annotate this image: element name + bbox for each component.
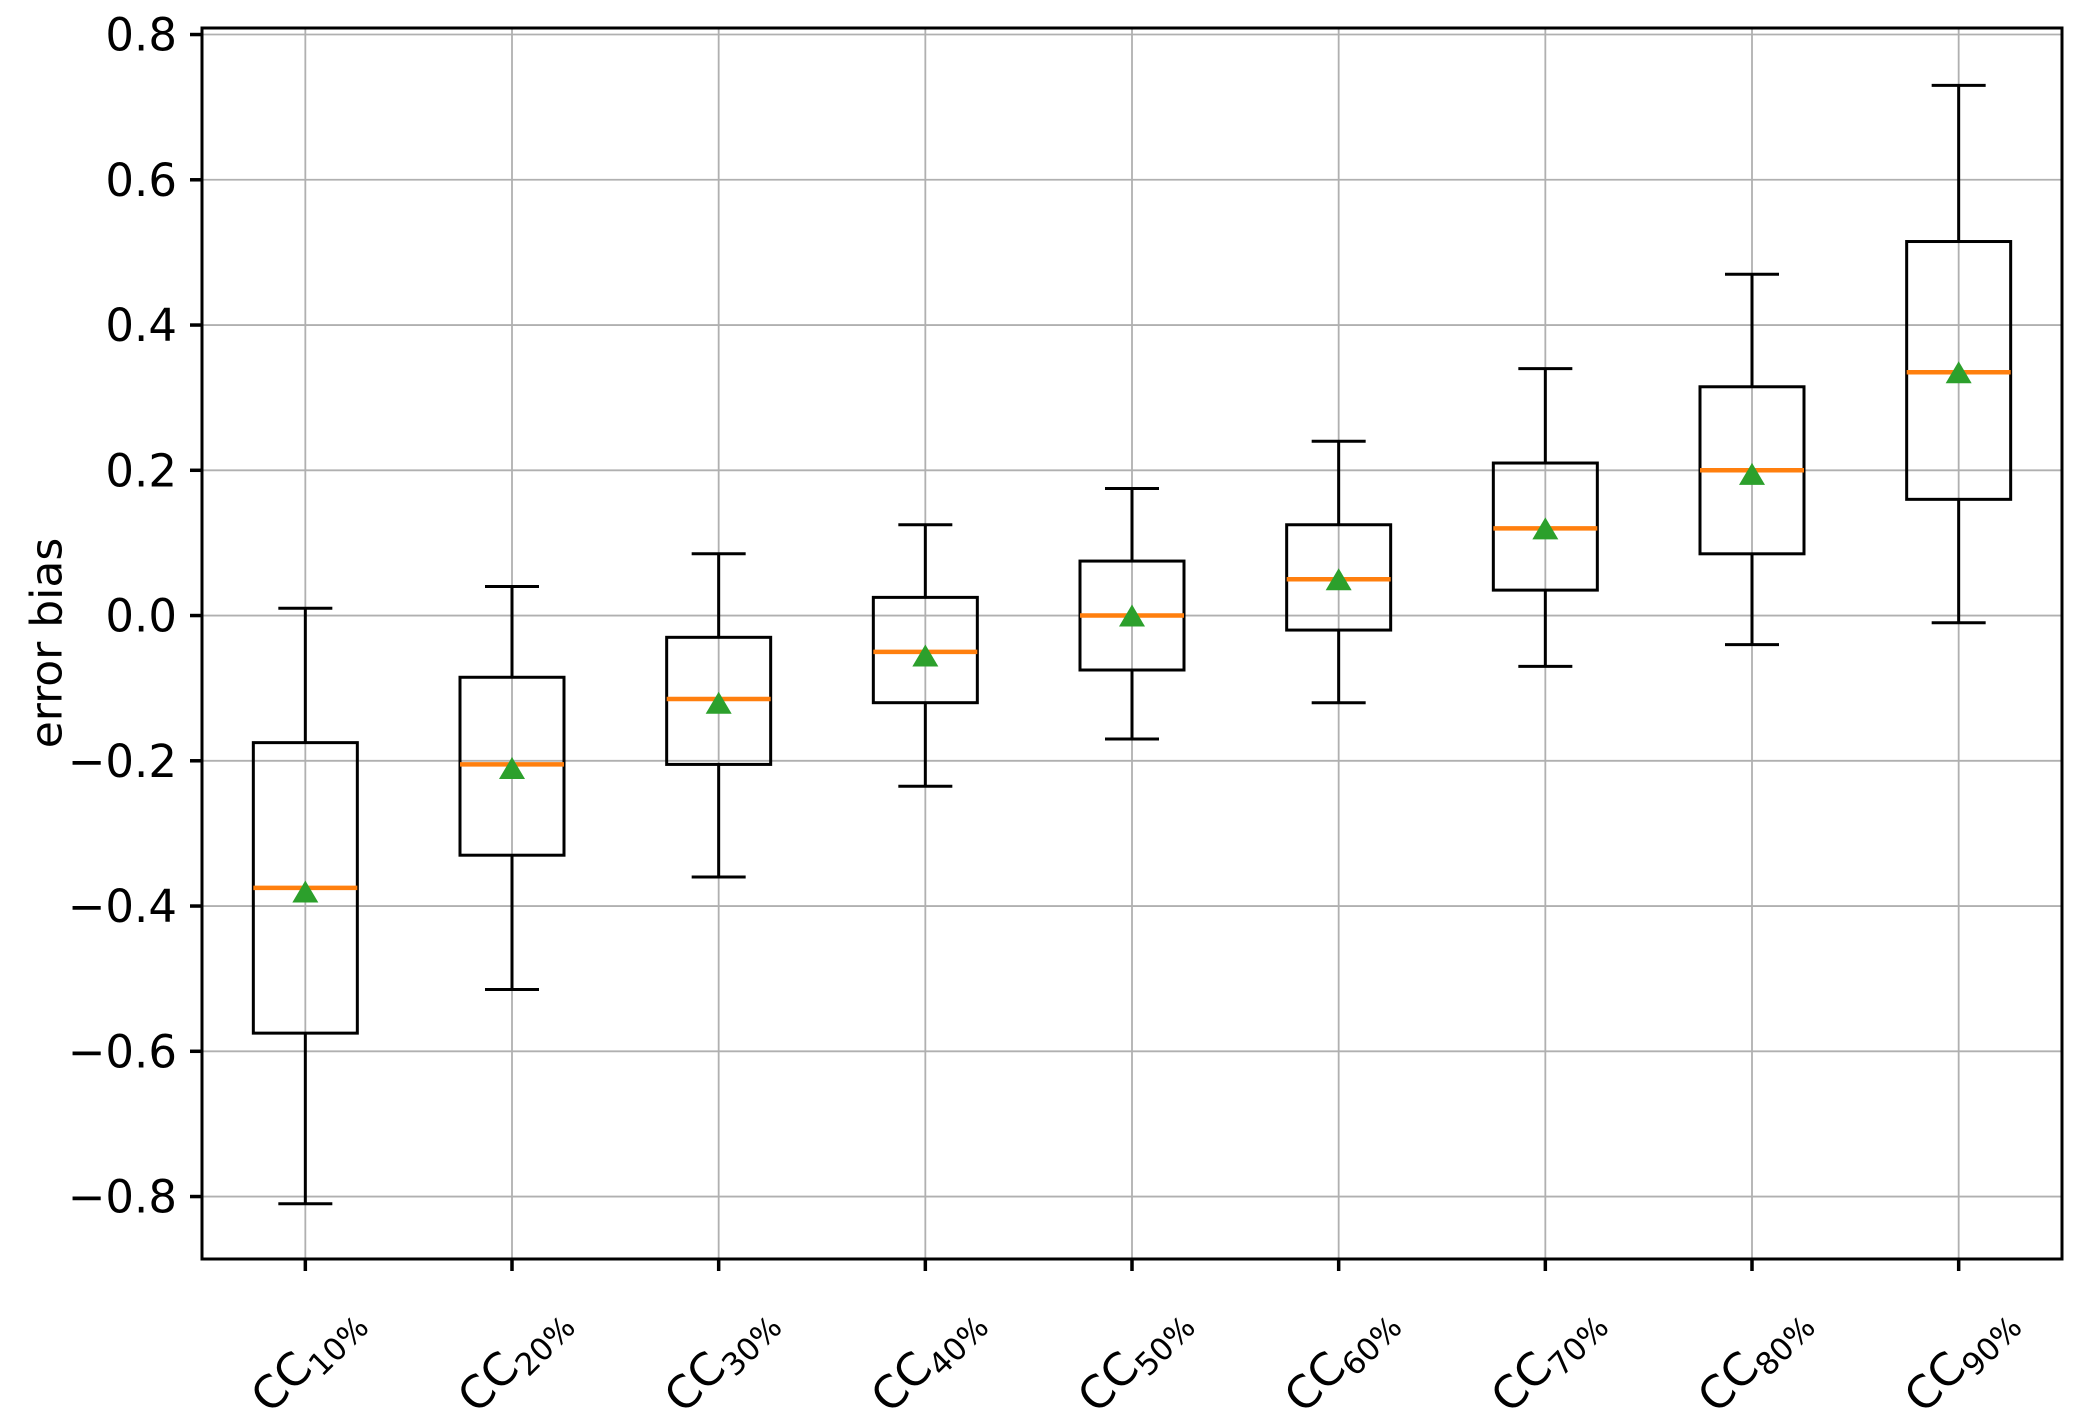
box-CC80% [1698,272,1806,647]
y-tick-label: −0.4 [68,880,177,933]
box-CC60% [1285,439,1393,705]
box-CC10% [251,606,359,1206]
y-tick-label: −0.6 [68,1025,177,1078]
box-CC40% [871,523,979,788]
y-tick-label: 0.6 [105,154,177,207]
mean-marker [1325,568,1352,591]
y-axis: 0.8 0.6 0.4 0.2 0.0 −0.2 −0.4 −0.6 −0.8 [68,9,202,1224]
y-tick-label: 0.4 [105,299,177,352]
y-tick-label: −0.8 [68,1171,177,1224]
box-CC90% [1905,83,2013,625]
mean-marker [1945,361,1972,384]
mean-marker [292,880,319,903]
mean-marker [912,644,939,667]
mean-marker [1532,517,1559,540]
mean-marker [1739,462,1765,485]
y-tick-label: −0.2 [68,735,177,788]
y-tick-label: 0.0 [105,590,177,643]
mean-marker [1119,604,1145,627]
box-CC20% [458,584,566,992]
y-tick-label: 0.2 [105,444,177,497]
box-CC30% [665,552,773,879]
y-tick-label: 0.8 [105,9,177,62]
boxes [251,83,2013,1206]
box-CC70% [1491,367,1599,668]
y-axis-label: error bias [21,537,73,749]
mean-marker [705,691,732,714]
box-CC50% [1078,486,1186,741]
mean-marker [499,757,525,780]
